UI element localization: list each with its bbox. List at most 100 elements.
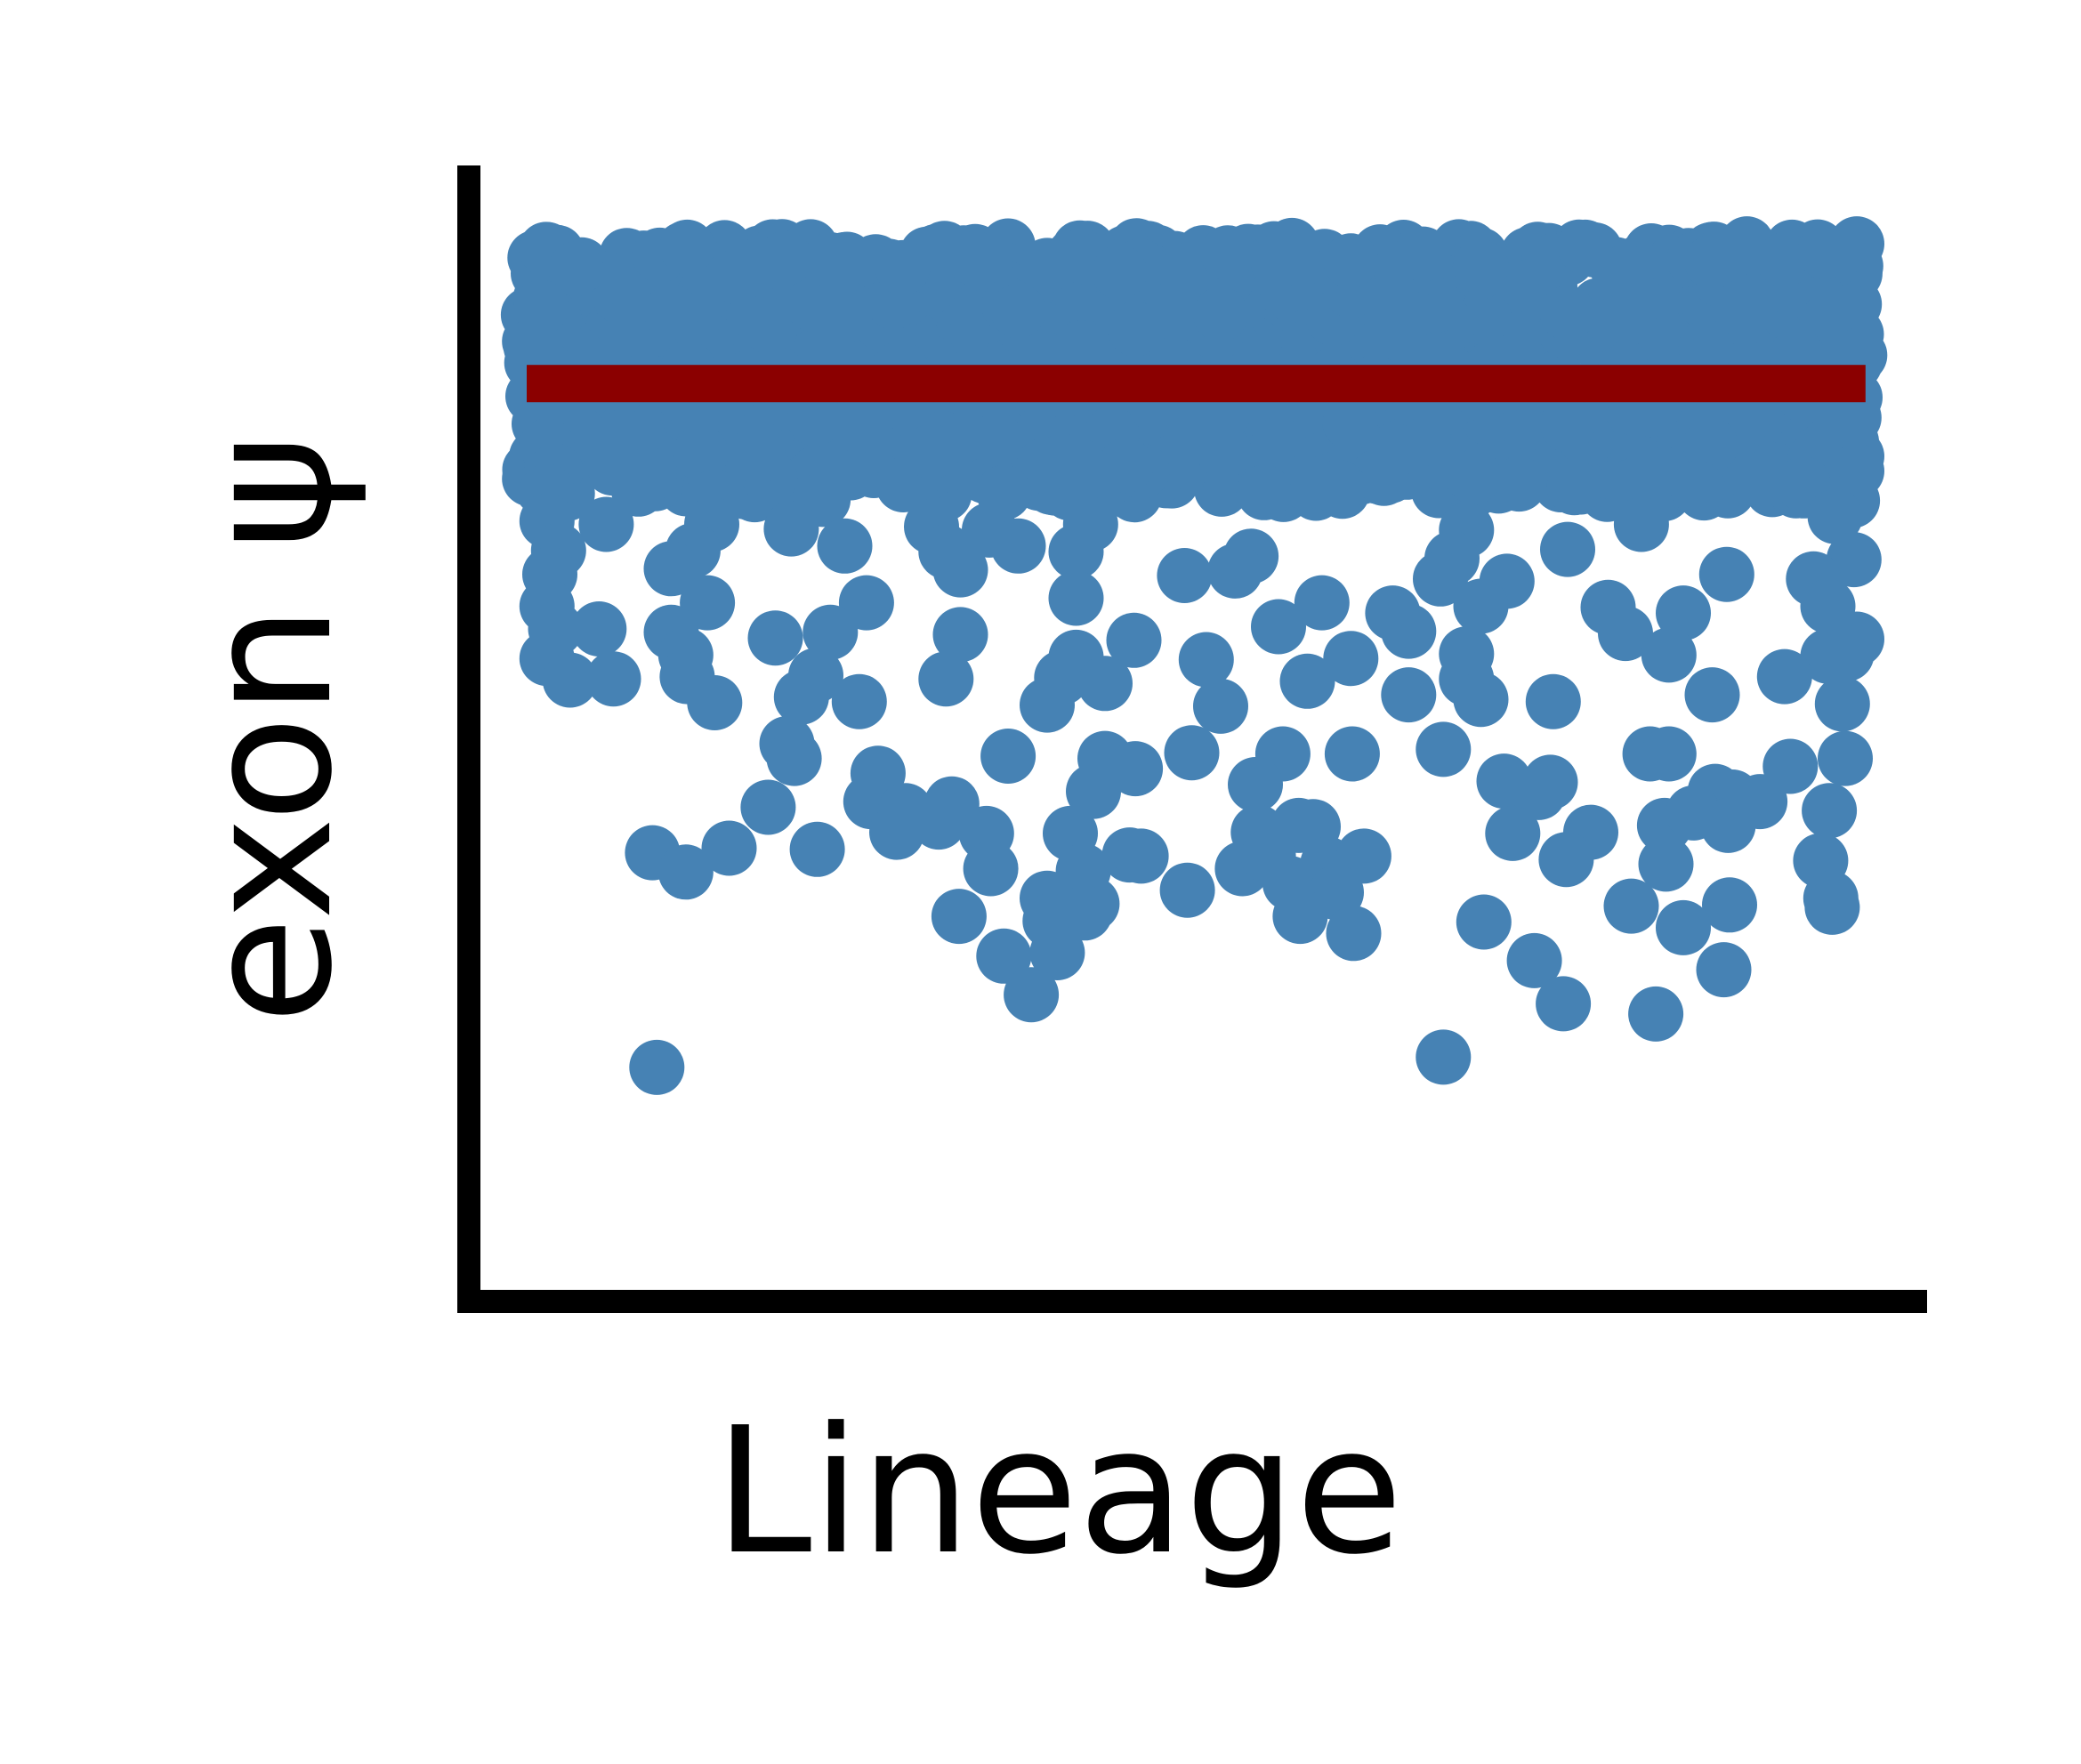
data-point bbox=[1236, 464, 1292, 520]
data-point bbox=[1272, 889, 1328, 945]
data-point bbox=[1714, 280, 1769, 336]
data-point bbox=[1381, 603, 1437, 659]
data-point bbox=[1613, 496, 1669, 552]
data-point bbox=[990, 283, 1046, 339]
data-point bbox=[1641, 726, 1697, 782]
data-point bbox=[786, 391, 843, 447]
data-point bbox=[1702, 877, 1757, 933]
data-point bbox=[1453, 238, 1509, 294]
data-point bbox=[1538, 832, 1594, 888]
data-point bbox=[1756, 648, 1812, 705]
data-points bbox=[500, 216, 1888, 1095]
data-point bbox=[1193, 678, 1248, 734]
data-point bbox=[1020, 677, 1075, 733]
data-point bbox=[1294, 575, 1350, 631]
data-point bbox=[1048, 570, 1104, 626]
data-point bbox=[673, 425, 729, 481]
data-point bbox=[1641, 627, 1697, 683]
data-point bbox=[542, 652, 598, 708]
data-point bbox=[1696, 942, 1752, 998]
data-point bbox=[1057, 885, 1113, 941]
data-point bbox=[1819, 626, 1875, 682]
data-point bbox=[1684, 667, 1740, 723]
data-point bbox=[831, 673, 887, 729]
data-point bbox=[585, 651, 641, 707]
data-point bbox=[1619, 454, 1674, 510]
data-point bbox=[803, 604, 859, 660]
data-point bbox=[659, 219, 715, 275]
data-point bbox=[869, 804, 924, 860]
data-point bbox=[1395, 226, 1451, 282]
data-point bbox=[1367, 282, 1422, 338]
data-point bbox=[932, 607, 988, 663]
data-point bbox=[1682, 417, 1738, 473]
data-point bbox=[1324, 726, 1380, 782]
data-point bbox=[817, 287, 873, 343]
data-point bbox=[976, 928, 1032, 984]
data-point bbox=[1829, 216, 1884, 272]
data-point bbox=[1456, 894, 1512, 950]
data-point bbox=[1048, 524, 1104, 580]
data-point bbox=[947, 230, 1003, 286]
data-point bbox=[1323, 631, 1379, 687]
data-point bbox=[1506, 932, 1562, 988]
data-point bbox=[1106, 612, 1162, 668]
data-point bbox=[1326, 906, 1382, 962]
data-point bbox=[503, 319, 559, 375]
x-axis-label: Lineage bbox=[714, 1390, 1403, 1593]
data-point bbox=[730, 428, 786, 484]
data-point bbox=[875, 239, 931, 295]
data-point bbox=[1807, 488, 1863, 544]
data-point bbox=[763, 501, 819, 557]
data-point bbox=[831, 398, 887, 454]
data-point bbox=[766, 730, 822, 786]
data-point bbox=[1821, 284, 1877, 340]
data-point bbox=[578, 496, 634, 552]
data-point bbox=[1491, 456, 1547, 512]
data-point bbox=[1540, 521, 1595, 577]
y-axis-label: exon ψ bbox=[168, 435, 371, 1025]
data-point bbox=[1279, 653, 1335, 709]
data-point bbox=[1814, 676, 1870, 732]
data-point bbox=[1251, 599, 1306, 655]
data-point bbox=[904, 423, 959, 479]
data-point bbox=[1020, 238, 1075, 294]
data-point bbox=[1670, 460, 1726, 516]
data-point bbox=[1251, 233, 1306, 289]
data-point bbox=[1207, 543, 1263, 599]
data-point bbox=[1381, 667, 1437, 723]
data-point bbox=[571, 601, 627, 656]
data-point bbox=[1546, 460, 1602, 516]
data-point bbox=[1323, 233, 1379, 289]
data-point bbox=[629, 1039, 685, 1095]
data-point bbox=[803, 232, 859, 287]
data-point bbox=[817, 518, 873, 574]
data-point bbox=[1698, 546, 1754, 602]
data-point bbox=[1035, 433, 1091, 489]
data-point bbox=[1598, 245, 1653, 300]
data-point bbox=[1004, 967, 1060, 1023]
data-point bbox=[1178, 632, 1234, 688]
data-point bbox=[1678, 319, 1734, 375]
data-point bbox=[1322, 395, 1378, 451]
data-point bbox=[740, 779, 796, 835]
data-point bbox=[1638, 836, 1694, 892]
data-point bbox=[1453, 578, 1509, 634]
data-point bbox=[643, 284, 699, 340]
data-point bbox=[1029, 925, 1085, 980]
data-point bbox=[1485, 805, 1541, 861]
data-point bbox=[1053, 320, 1109, 376]
median-reference-line bbox=[527, 365, 1866, 403]
data-point bbox=[747, 610, 803, 666]
data-point bbox=[1804, 879, 1860, 935]
data-point bbox=[1159, 862, 1215, 918]
data-point bbox=[1367, 423, 1422, 479]
data-point bbox=[1228, 757, 1283, 812]
data-point bbox=[1525, 673, 1581, 729]
data-point bbox=[701, 820, 757, 876]
data-point bbox=[1540, 286, 1595, 341]
data-point bbox=[548, 241, 604, 297]
data-point bbox=[932, 542, 988, 598]
data-point bbox=[1113, 828, 1169, 884]
data-point bbox=[621, 447, 677, 503]
